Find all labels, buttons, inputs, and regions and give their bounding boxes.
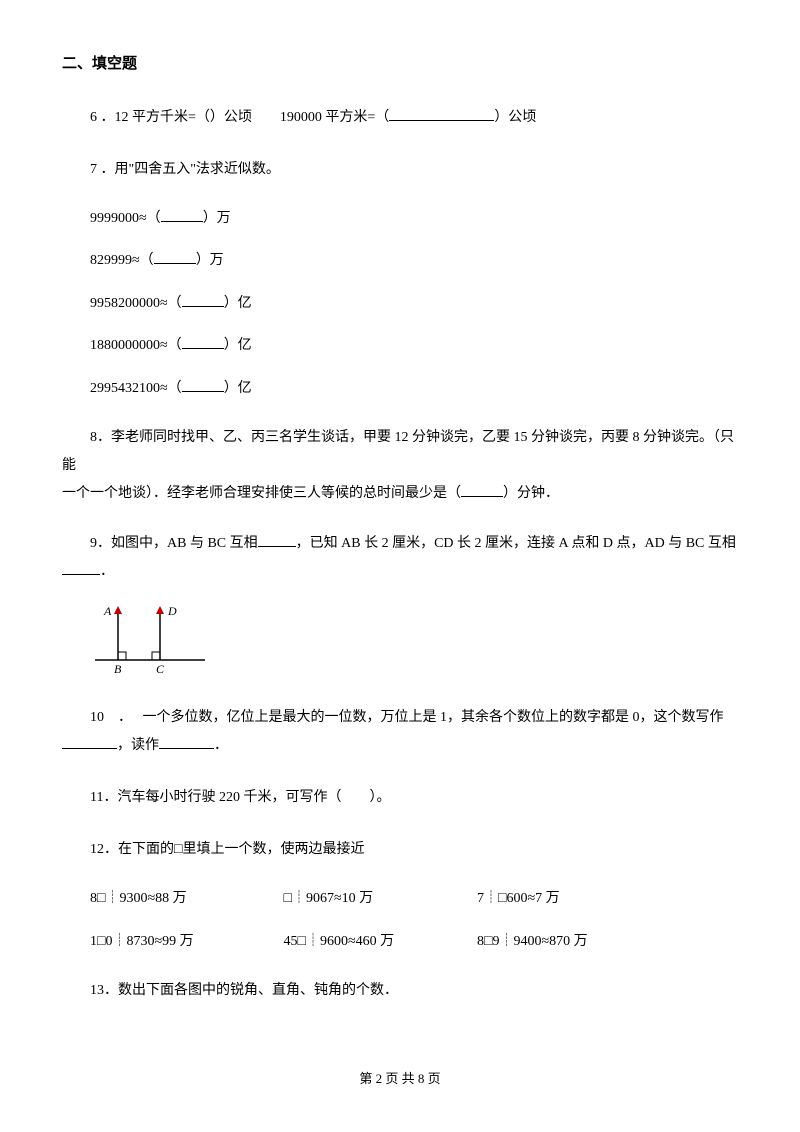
q7-num: 7 — [90, 162, 97, 177]
q12-r2-2: 8□9┊9400≈870 万 — [477, 931, 588, 953]
label-B: B — [114, 662, 122, 674]
q8-line2b: ）分钟． — [503, 486, 559, 501]
q6-blank2 — [389, 120, 494, 121]
question-7: 7 ．用"四舍五入"法求近似数。 — [62, 156, 738, 184]
q9-p1: ．如图中，AB 与 BC 互相 — [97, 536, 258, 551]
q10-p2a: ，读作 — [117, 738, 159, 753]
q9-p2: ，已知 AB 长 2 厘米，CD 长 2 厘米，连接 A 点和 D 点，AD 与… — [296, 536, 736, 551]
label-A: A — [103, 604, 112, 618]
footer-post: 页 — [424, 1071, 440, 1086]
question-9: 9．如图中，AB 与 BC 互相 ，已知 AB 长 2 厘米，CD 长 2 厘米，… — [62, 530, 738, 586]
q7-i3-blank — [182, 348, 224, 349]
label-D: D — [167, 604, 177, 618]
q13-text: ．数出下面各图中的锐角、直角、钝角的个数． — [104, 983, 398, 998]
q7-text: ．用"四舍五入"法求近似数。 — [101, 162, 280, 177]
q12-num: 12 — [90, 842, 104, 857]
q8-num: 8 — [90, 430, 97, 445]
q6-p2a: 190000 平方米=（ — [280, 110, 389, 125]
q11-text: ．汽车每小时行驶 220 千米，可写作（ ）。 — [103, 790, 390, 805]
section-title: 二、填空题 — [62, 52, 738, 76]
q8-line2a: 一个一个地谈）．经李老师合理安排使三人等候的总时间最少是（ — [62, 486, 461, 501]
q7-i3-pre: 1880000000≈（ — [90, 338, 182, 353]
q9-p3: ． — [100, 564, 114, 579]
q10-p2b: ． — [214, 738, 228, 753]
q9-blank2 — [62, 574, 100, 575]
q7-i4-post: ）亿 — [224, 381, 252, 396]
q6-p1b: ）公顷 — [210, 110, 252, 125]
question-10-line2: ，读作 ． — [62, 732, 738, 760]
q7-i0-blank — [161, 221, 203, 222]
q6-num: 6 — [90, 110, 97, 125]
label-C: C — [156, 662, 165, 674]
question-8: 8．李老师同时找甲、乙、丙三名学生谈话，甲要 12 分钟谈完，乙要 15 分钟谈… — [62, 424, 738, 508]
q7-i4-blank — [182, 391, 224, 392]
q12-text: ．在下面的□里填上一个数，使两边最接近 — [104, 842, 364, 857]
q7-i2-post: ）亿 — [224, 296, 252, 311]
question-11: 11．汽车每小时行驶 220 千米，可写作（ ）。 — [62, 784, 738, 812]
q9-blank1 — [258, 546, 296, 547]
q12-r1-2: 7┊□600≈7 万 — [477, 888, 560, 910]
q7-i0-pre: 9999000≈（ — [90, 211, 161, 226]
q13-num: 13 — [90, 983, 104, 998]
q7-i1-pre: 829999≈（ — [90, 253, 154, 268]
q10-blank2 — [159, 748, 214, 749]
q9-diagram: A D B C — [90, 602, 210, 674]
q7-i3-post: ）亿 — [224, 338, 252, 353]
q12-r2-0: 1□0┊8730≈99 万 — [90, 931, 280, 953]
q7-i2-pre: 9958200000≈（ — [90, 296, 182, 311]
q7-i0-post: ）万 — [203, 211, 231, 226]
q9-num: 9 — [90, 536, 97, 551]
q11-num: 11 — [90, 790, 103, 805]
q7-i1-post: ）万 — [196, 253, 224, 268]
q8-line1: ．李老师同时找甲、乙、丙三名学生谈话，甲要 12 分钟谈完，乙要 15 分钟谈完… — [62, 430, 734, 473]
q10-blank1 — [62, 748, 117, 749]
q7-i4-pre: 2995432100≈（ — [90, 381, 182, 396]
q10-num: 10 — [90, 710, 104, 725]
q12-row1: 8□┊9300≈88 万 □┊9067≈10 万 7┊□600≈7 万 — [62, 888, 738, 910]
q7-i2-blank — [182, 306, 224, 307]
q7-item-4: 2995432100≈（ ）亿 — [62, 378, 738, 400]
q7-item-1: 829999≈（ ）万 — [62, 250, 738, 272]
q6-p1a: ．12 平方千米=（ — [101, 110, 210, 125]
q12-row2: 1□0┊8730≈99 万 45□┊9600≈460 万 8□9┊9400≈87… — [62, 931, 738, 953]
q7-item-3: 1880000000≈（ ）亿 — [62, 335, 738, 357]
q10-p1: 一个多位数，亿位上是最大的一位数，万位上是 1，其余各个数位上的数字都是 0，这… — [143, 710, 724, 725]
q7-item-0: 9999000≈（ ）万 — [62, 208, 738, 230]
q6-p2b: ）公顷 — [494, 110, 536, 125]
footer-pre: 第 — [359, 1071, 375, 1086]
question-12: 12．在下面的□里填上一个数，使两边最接近 — [62, 836, 738, 864]
question-6: 6 ．12 平方千米=（）公顷 190000 平方米=（）公顷 — [62, 104, 738, 132]
question-13: 13．数出下面各图中的锐角、直角、钝角的个数． — [62, 977, 738, 1005]
q7-item-2: 9958200000≈（ ）亿 — [62, 293, 738, 315]
q12-r2-1: 45□┊9600≈460 万 — [284, 931, 474, 953]
q12-r1-1: □┊9067≈10 万 — [284, 888, 474, 910]
q12-r1-0: 8□┊9300≈88 万 — [90, 888, 280, 910]
q8-blank — [461, 496, 503, 497]
page-footer: 第 2 页 共 8 页 — [0, 1069, 800, 1090]
footer-mid: 页 共 — [382, 1071, 418, 1086]
q7-i1-blank — [154, 263, 196, 264]
question-10-line1: 10 ． 一个多位数，亿位上是最大的一位数，万位上是 1，其余各个数位上的数字都… — [62, 704, 738, 732]
q10-dot: ． — [118, 710, 132, 725]
